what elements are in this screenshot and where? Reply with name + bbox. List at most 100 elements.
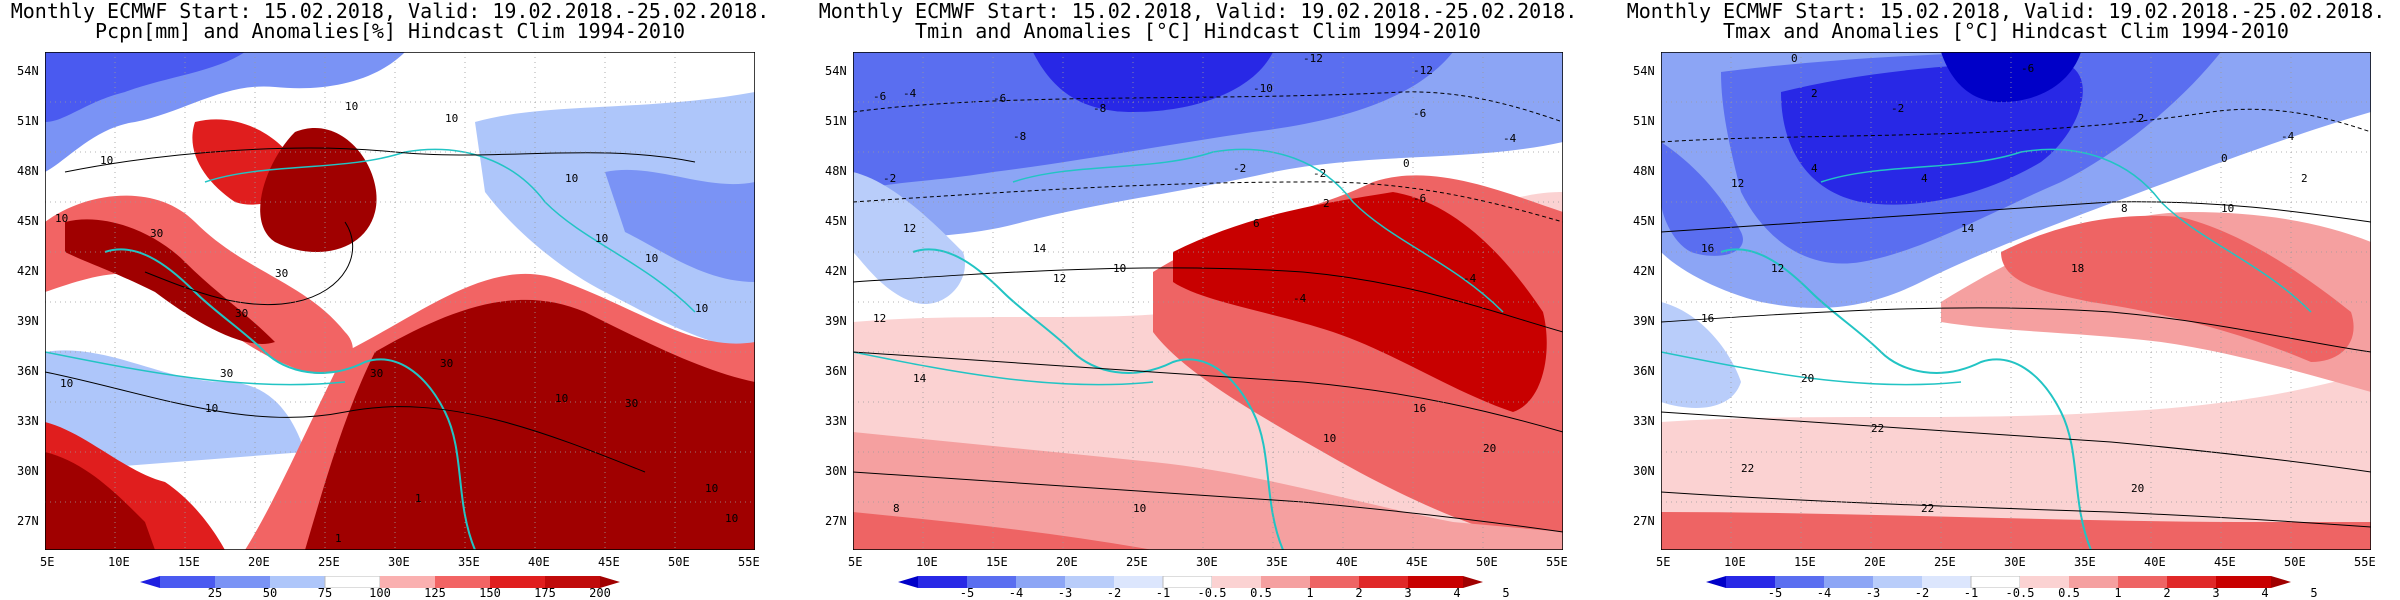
climatology-contour — [45, 371, 646, 473]
contour-label: 10 — [205, 402, 218, 415]
colorbar-label: -2 — [1914, 586, 1930, 600]
colorbar-bin — [1261, 576, 1310, 588]
contour-label: -4 — [1293, 292, 1307, 305]
cold-anomaly-area — [853, 172, 965, 304]
colorbar-label: -1 — [1155, 586, 1171, 600]
colorbar-bin — [545, 576, 600, 588]
colorbar-bin — [1016, 576, 1065, 588]
lat-tick: 54N — [17, 64, 39, 78]
lat-tick: 42N — [1633, 264, 1655, 278]
contour-labels: 10 10 10 10 10 10 10 10 30 30 30 30 30 3… — [55, 100, 738, 545]
cold-anomaly-area — [1661, 302, 1741, 408]
contour-label: 4 — [1811, 162, 1818, 175]
lat-tick: 42N — [825, 264, 847, 278]
panel-subtitle: Pcpn[mm] and Anomalies[%] Hindcast Clim … — [94, 19, 685, 43]
strong-warm-anomaly-area — [1173, 192, 1547, 412]
colorbar-label: -5 — [1767, 586, 1783, 600]
lon-tick: 25E — [1126, 555, 1148, 569]
lon-tick: 40E — [2144, 555, 2166, 569]
contour-label: 30 — [220, 367, 233, 380]
colorbar-label: 25 — [207, 586, 223, 600]
contour-label: 30 — [625, 397, 638, 410]
climatology-contour — [64, 147, 696, 173]
contour-label: 12 — [1771, 262, 1784, 275]
contour-label: 2 — [1811, 87, 1818, 100]
lon-tick: 40E — [528, 555, 550, 569]
contour-label: 8 — [893, 502, 900, 515]
very-dry-anomaly-area — [45, 52, 245, 122]
lat-tick: 33N — [17, 414, 39, 428]
colorbar-bin — [1359, 576, 1408, 588]
very-wet-anomaly-area — [305, 299, 755, 550]
colorbar-label: 150 — [479, 586, 501, 600]
colorbar-high-arrow — [2271, 576, 2291, 588]
isotherm — [1661, 108, 2371, 143]
contour-label: 16 — [1701, 242, 1714, 255]
colorbar-bin — [2020, 576, 2069, 588]
panel-title: Monthly ECMWF Start: 15.02.2018, Valid: … — [10, 0, 770, 23]
contour-label: -8 — [1013, 130, 1026, 143]
contour-label: -6 — [1413, 192, 1426, 205]
colorbar-bin — [1065, 576, 1114, 588]
colorbar — [898, 576, 1483, 588]
contour-label: 14 — [1961, 222, 1975, 235]
lon-tick: 15E — [986, 555, 1008, 569]
lon-tick: 45E — [1406, 555, 1428, 569]
colorbar-label: 0.5 — [2058, 586, 2080, 600]
colorbar-bin — [435, 576, 490, 588]
contour-label: 30 — [440, 357, 453, 370]
colorbar-label: 75 — [317, 586, 333, 600]
dry-anomaly-area — [475, 92, 755, 352]
lat-tick: 36N — [1633, 364, 1655, 378]
coastline — [1661, 351, 1962, 386]
lat-tick: 39N — [17, 314, 39, 328]
colorbar-bin — [1775, 576, 1824, 588]
contour-label: 14 — [913, 372, 927, 385]
panel-title: Monthly ECMWF Start: 15.02.2018, Valid: … — [1626, 0, 2386, 23]
colorbar-label: 4 — [1453, 586, 1461, 600]
contour-label: 10 — [1323, 432, 1336, 445]
lon-tick: 45E — [2214, 555, 2236, 569]
contour-label: -12 — [1413, 64, 1433, 77]
tmax-panel: Monthly ECMWF Start: 15.02.2018, Valid: … — [1616, 0, 2396, 600]
colorbar-bin — [1873, 576, 1922, 588]
contour-label: -12 — [1303, 52, 1323, 65]
warm-anomaly-area — [1661, 372, 2371, 550]
dry-anomaly-area — [605, 169, 755, 282]
isotherm — [853, 181, 1563, 223]
contour-label: -6 — [2021, 62, 2034, 75]
contour-label: 12 — [873, 312, 886, 325]
contour-label: 10 — [60, 377, 73, 390]
colorbar-bin — [270, 576, 325, 588]
climatology-contour — [144, 221, 354, 306]
colorbar-label: 3 — [2212, 586, 2220, 600]
lon-tick: 40E — [1336, 555, 1358, 569]
coastline — [204, 148, 696, 313]
colorbar-bin — [918, 576, 967, 588]
contour-label: 30 — [275, 267, 288, 280]
colorbar-label: 4 — [2261, 586, 2269, 600]
lon-tick: 35E — [1266, 555, 1288, 569]
contour-label: 2 — [2301, 172, 2308, 185]
contour-label: 12 — [903, 222, 916, 235]
coastline — [853, 351, 1154, 386]
lat-tick: 51N — [1633, 114, 1655, 128]
colorbar-bin — [1726, 576, 1775, 588]
coastline — [1720, 248, 2092, 550]
lon-tick: 45E — [598, 555, 620, 569]
warm-anomaly-area — [1661, 512, 2371, 550]
lon-tick: 5E — [848, 555, 863, 569]
contour-label: 16 — [1413, 402, 1426, 415]
lat-tick: 30N — [1633, 464, 1655, 478]
contour-label: 10 — [725, 512, 738, 525]
lon-tick: 10E — [916, 555, 938, 569]
colorbar-bin — [1408, 576, 1463, 588]
colorbar-high-arrow — [600, 576, 620, 588]
lon-tick: 25E — [318, 555, 340, 569]
lat-tick: 36N — [825, 364, 847, 378]
colorbar-bin — [2069, 576, 2118, 588]
contour-label: -6 — [1413, 107, 1426, 120]
contour-label: 6 — [1253, 217, 1260, 230]
colorbar-bin — [1310, 576, 1359, 588]
contour-label: -8 — [1093, 102, 1106, 115]
